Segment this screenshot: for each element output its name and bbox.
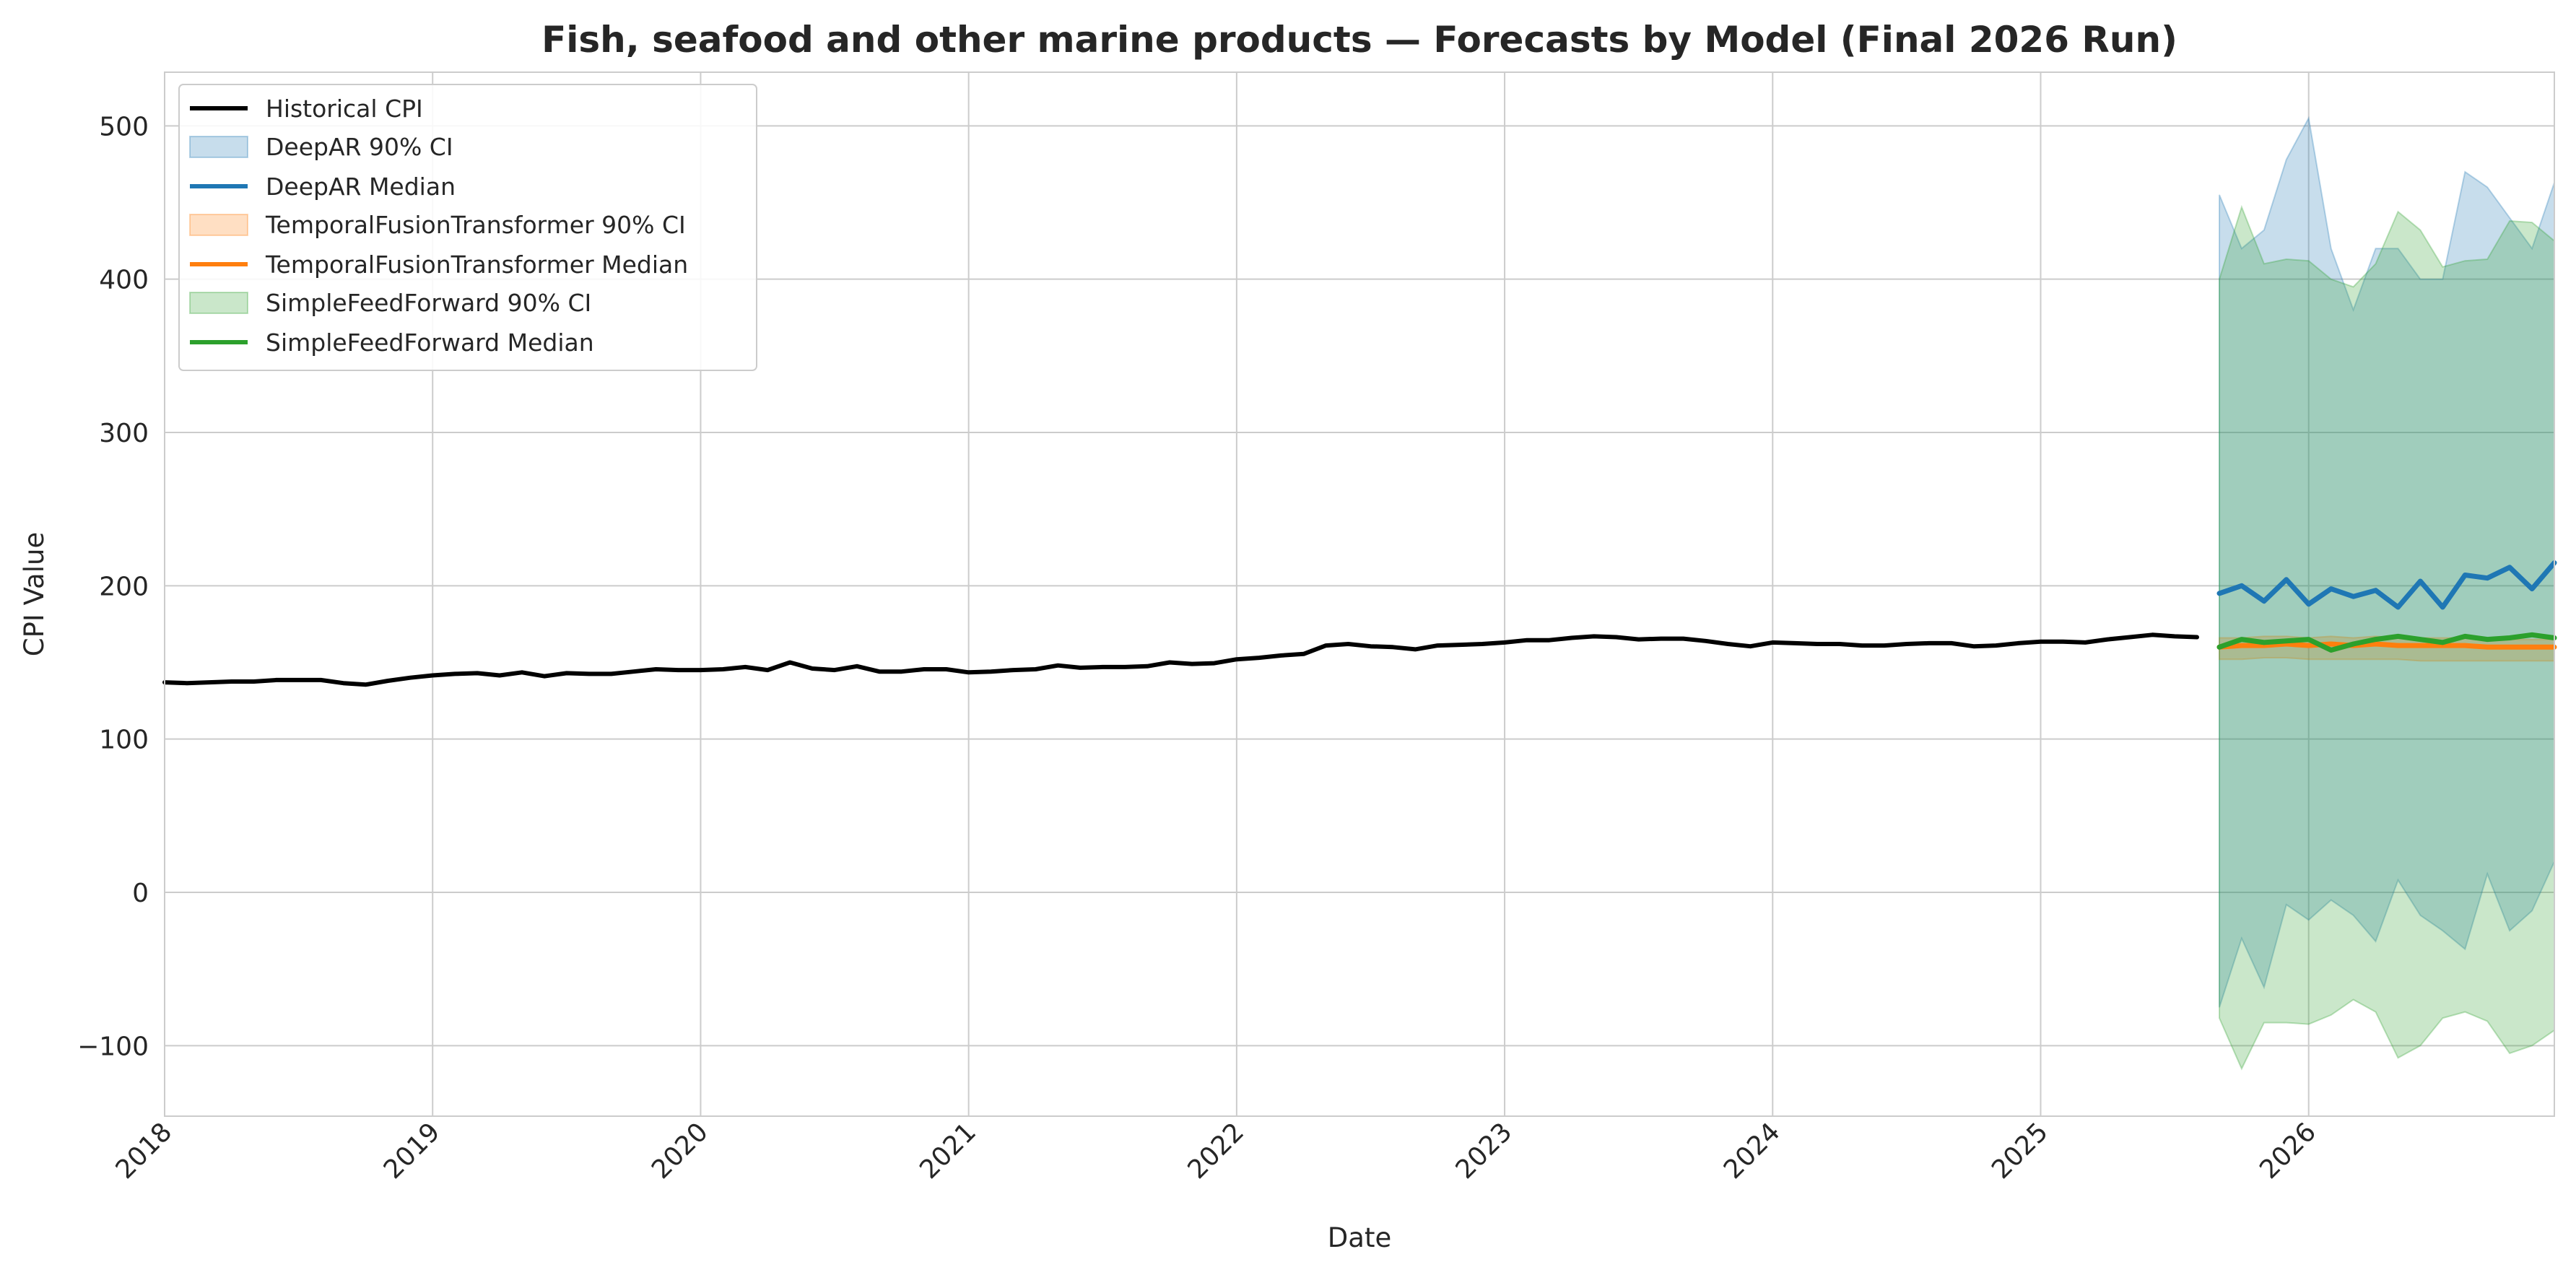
legend-swatch-deepar-ci: [189, 136, 248, 158]
series-lines: [162, 560, 2557, 687]
legend-item-sff-ci: SimpleFeedForward 90% CI: [189, 289, 591, 317]
x-axis-label: Date: [1328, 1222, 1391, 1253]
y-tick-label: 300: [99, 419, 149, 448]
legend-swatch-tft-ci: [189, 214, 248, 236]
legend-label-deepar-median: DeepAR Median: [266, 173, 456, 201]
legend-item-tft-ci: TemporalFusionTransformer 90% CI: [189, 211, 686, 239]
legend-label-sff-median: SimpleFeedForward Median: [266, 328, 594, 357]
legend-item-deepar-median: DeepAR Median: [190, 173, 456, 201]
legend-item-deepar-ci: DeepAR 90% CI: [189, 133, 453, 161]
y-tick-label: 0: [132, 879, 149, 908]
legend-label-tft-ci: TemporalFusionTransformer 90% CI: [265, 211, 686, 239]
legend: Historical CPI DeepAR 90% CI DeepAR Medi…: [178, 84, 757, 371]
legend-label-deepar-ci: DeepAR 90% CI: [266, 133, 453, 161]
median-line-simplefeedforward: [2216, 632, 2557, 653]
legend-swatch-sff-ci: [189, 292, 248, 314]
y-tick-label: 400: [99, 266, 149, 295]
legend-label-sff-ci: SimpleFeedForward 90% CI: [266, 289, 591, 317]
legend-box: [178, 84, 757, 371]
y-tick-label: −100: [77, 1032, 149, 1061]
plot-frame: [164, 71, 2555, 1117]
historical-cpi-line: [162, 632, 2199, 687]
legend-label-historical: Historical CPI: [266, 95, 423, 123]
legend-item-sff-median: SimpleFeedForward Median: [190, 328, 594, 357]
y-tick-label: 200: [99, 572, 149, 601]
legend-item-historical: Historical CPI: [190, 95, 423, 123]
legend-item-tft-median: TemporalFusionTransformer Median: [190, 251, 688, 279]
y-tick-label: 500: [99, 112, 149, 142]
legend-label-tft-median: TemporalFusionTransformer Median: [265, 251, 688, 279]
y-axis-label: CPI Value: [19, 532, 50, 656]
median-line-deepar: [2216, 560, 2557, 610]
median-line-temporalfusiontransformer: [2216, 641, 2557, 650]
chart-title: Fish, seafood and other marine products …: [541, 19, 2177, 61]
y-tick-label: 100: [99, 726, 149, 755]
